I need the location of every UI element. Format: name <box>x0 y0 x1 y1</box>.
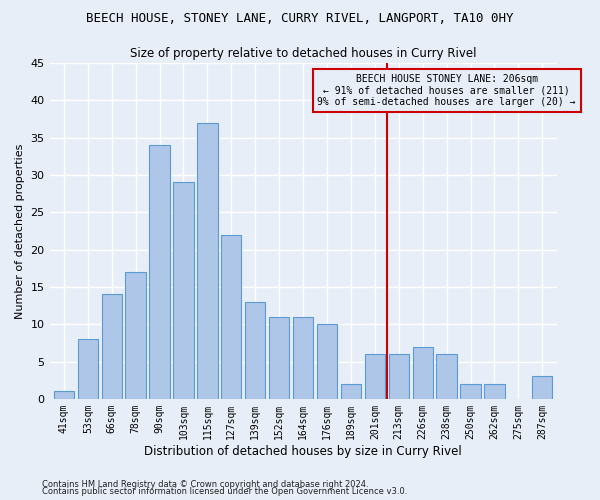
Bar <box>77 339 98 399</box>
Bar <box>317 324 337 399</box>
Bar <box>484 384 505 399</box>
Title: Size of property relative to detached houses in Curry Rivel: Size of property relative to detached ho… <box>130 48 476 60</box>
Y-axis label: Number of detached properties: Number of detached properties <box>15 144 25 318</box>
Text: Contains public sector information licensed under the Open Government Licence v3: Contains public sector information licen… <box>42 487 407 496</box>
Bar <box>413 346 433 399</box>
Bar <box>341 384 361 399</box>
Bar <box>221 234 241 399</box>
Bar <box>389 354 409 399</box>
Text: BEECH HOUSE STONEY LANE: 206sqm
← 91% of detached houses are smaller (211)
9% of: BEECH HOUSE STONEY LANE: 206sqm ← 91% of… <box>317 74 576 108</box>
Text: BEECH HOUSE, STONEY LANE, CURRY RIVEL, LANGPORT, TA10 0HY: BEECH HOUSE, STONEY LANE, CURRY RIVEL, L… <box>86 12 514 26</box>
Text: Contains HM Land Registry data © Crown copyright and database right 2024.: Contains HM Land Registry data © Crown c… <box>42 480 368 489</box>
Bar <box>245 302 265 399</box>
Bar <box>269 317 289 399</box>
Bar <box>101 294 122 399</box>
Bar <box>197 122 218 399</box>
Bar <box>460 384 481 399</box>
Bar <box>436 354 457 399</box>
Bar <box>365 354 385 399</box>
Bar <box>532 376 553 399</box>
X-axis label: Distribution of detached houses by size in Curry Rivel: Distribution of detached houses by size … <box>144 444 462 458</box>
Bar <box>149 145 170 399</box>
Bar <box>125 272 146 399</box>
Bar <box>293 317 313 399</box>
Bar <box>54 392 74 399</box>
Bar <box>173 182 194 399</box>
